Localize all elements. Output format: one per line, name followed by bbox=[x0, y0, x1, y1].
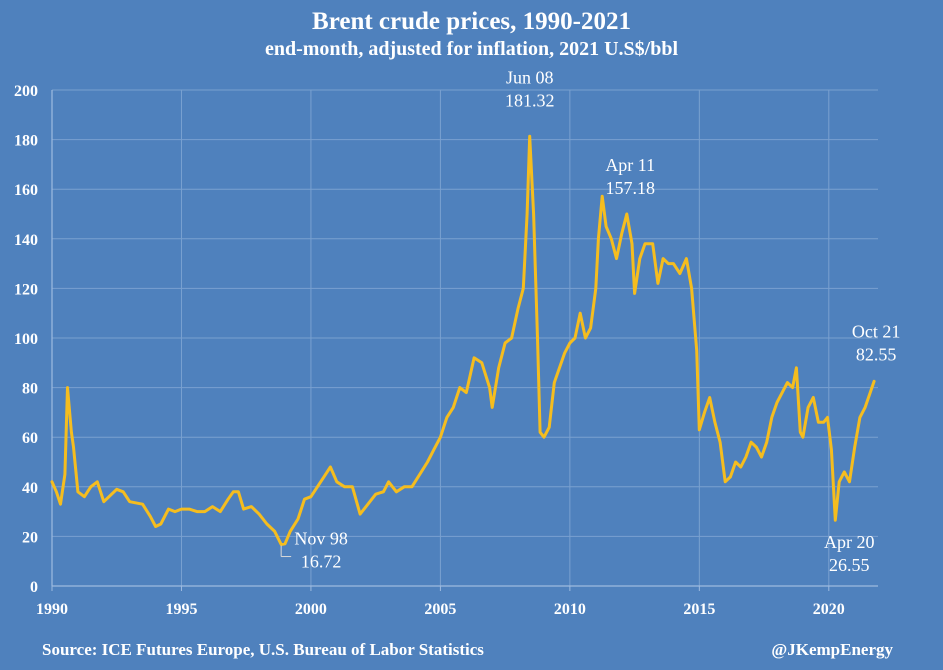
annotation-label: Jun 08 bbox=[506, 67, 554, 87]
x-tick-label: 2010 bbox=[554, 601, 586, 618]
author-handle: @JKempEnergy bbox=[771, 640, 893, 659]
annotation-value: 82.55 bbox=[856, 344, 897, 364]
annotation-value: 181.32 bbox=[505, 90, 555, 110]
y-tick-label: 100 bbox=[14, 331, 38, 348]
annotations: Jun 08 181.32 Apr 11 157.18 Nov 98 16.72 Apr 2… bbox=[280, 67, 901, 575]
x-tick-label: 1995 bbox=[165, 601, 197, 618]
x-tick-label: 2015 bbox=[683, 601, 715, 618]
annotation-label: Apr 20 bbox=[824, 532, 875, 552]
y-tick-label: 60 bbox=[22, 430, 38, 447]
y-tick-label: 0 bbox=[30, 579, 38, 596]
y-tick-label: 180 bbox=[14, 133, 38, 150]
y-tick-label: 120 bbox=[14, 281, 38, 298]
annotation-value: 157.18 bbox=[605, 178, 655, 198]
annotation-label: Nov 98 bbox=[294, 529, 348, 549]
y-tick-label: 140 bbox=[14, 232, 38, 249]
y-tick-label: 80 bbox=[22, 381, 38, 398]
y-tick-label: 200 bbox=[14, 83, 38, 100]
y-tick-label: 40 bbox=[22, 480, 38, 497]
grid-lines bbox=[52, 89, 878, 586]
x-tick-label: 1990 bbox=[36, 601, 68, 618]
annotation-value: 26.55 bbox=[829, 555, 870, 575]
annotation-label: Apr 11 bbox=[605, 155, 655, 175]
price-line bbox=[50, 134, 876, 546]
annotation-value: 16.72 bbox=[301, 552, 342, 572]
chart-title: Brent crude prices, 1990-2021 bbox=[312, 8, 631, 35]
y-tick-label: 20 bbox=[22, 529, 38, 546]
source-note: Source: ICE Futures Europe, U.S. Bureau … bbox=[42, 640, 484, 659]
annotation-label: Oct 21 bbox=[852, 321, 901, 341]
x-tick-label: 2000 bbox=[295, 601, 327, 618]
x-tick-label: 2005 bbox=[424, 601, 456, 618]
y-tick-label: 160 bbox=[14, 182, 38, 199]
series-layer bbox=[50, 134, 876, 546]
axes: 0 20 40 60 80 100 120 140 160 180 200 1990 1995 2000 2… bbox=[14, 83, 878, 618]
chart-subtitle: end-month, adjusted for inflation, 2021 … bbox=[264, 38, 679, 60]
x-tick-label: 2020 bbox=[813, 601, 845, 618]
